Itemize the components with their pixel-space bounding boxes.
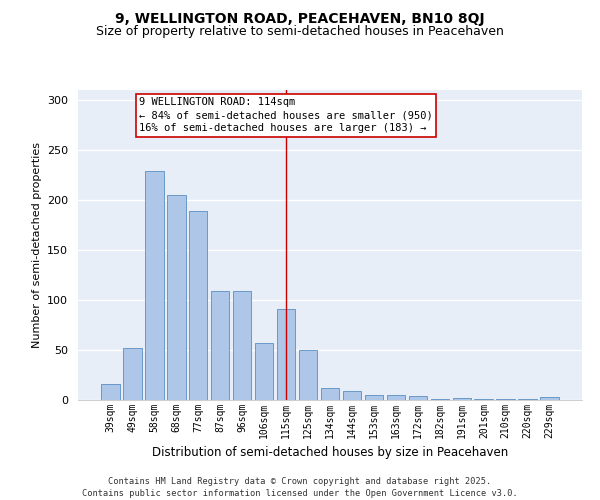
Bar [299,350,317,400]
Bar [452,398,471,400]
X-axis label: Distribution of semi-detached houses by size in Peacehaven: Distribution of semi-detached houses by … [152,446,508,460]
Bar [496,399,515,400]
Bar [277,309,295,400]
Y-axis label: Number of semi-detached properties: Number of semi-detached properties [32,142,41,348]
Text: 9, WELLINGTON ROAD, PEACEHAVEN, BN10 8QJ: 9, WELLINGTON ROAD, PEACEHAVEN, BN10 8QJ [115,12,485,26]
Bar [189,211,208,400]
Bar [365,395,383,400]
Text: Size of property relative to semi-detached houses in Peacehaven: Size of property relative to semi-detach… [96,25,504,38]
Bar [211,291,229,400]
Text: 9 WELLINGTON ROAD: 114sqm
← 84% of semi-detached houses are smaller (950)
16% of: 9 WELLINGTON ROAD: 114sqm ← 84% of semi-… [139,97,433,134]
Bar [101,384,119,400]
Bar [518,399,537,400]
Bar [255,343,274,400]
Bar [167,195,185,400]
Bar [386,395,405,400]
Bar [343,391,361,400]
Bar [431,399,449,400]
Bar [541,397,559,400]
Bar [123,348,142,400]
Bar [145,171,164,400]
Bar [409,396,427,400]
Bar [233,291,251,400]
Bar [475,399,493,400]
Text: Contains HM Land Registry data © Crown copyright and database right 2025.
Contai: Contains HM Land Registry data © Crown c… [82,476,518,498]
Bar [320,388,340,400]
